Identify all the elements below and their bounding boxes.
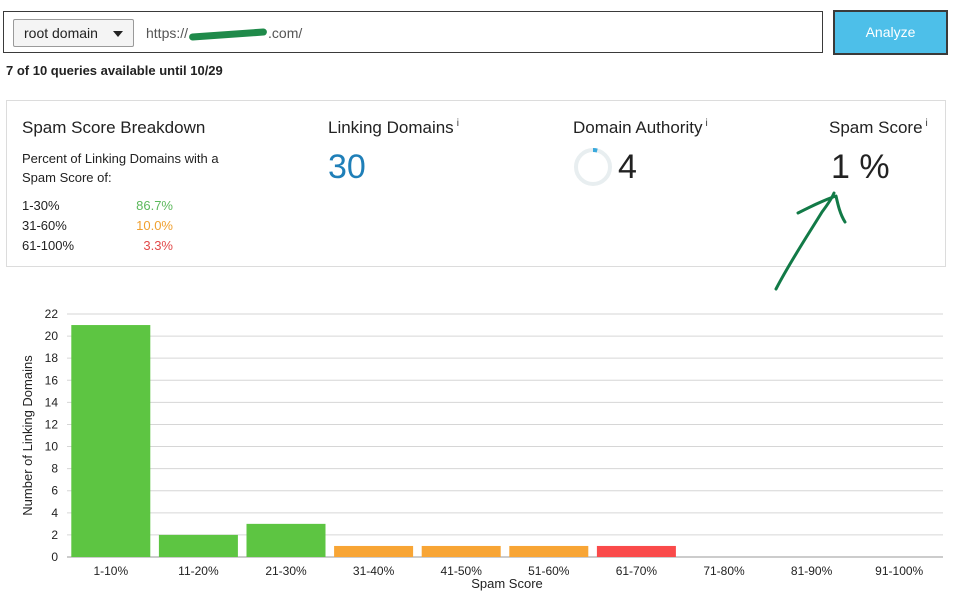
bar <box>421 545 501 557</box>
spam-score-value: 1 % <box>831 148 890 186</box>
breakdown-title: Spam Score Breakdown <box>22 118 206 137</box>
y-tick-label: 20 <box>45 329 59 343</box>
breakdown-row: 61-100% 3.3% <box>22 238 173 258</box>
y-tick-label: 22 <box>45 307 59 321</box>
bar <box>158 534 238 557</box>
linking-domains-title: Linking Domains i <box>328 118 459 138</box>
redaction-mark <box>188 28 268 41</box>
url-suffix: .com/ <box>268 25 303 41</box>
breakdown-percent: 10.0% <box>136 218 173 233</box>
breakdown-range: 1-30% <box>22 198 60 213</box>
bar <box>596 545 676 557</box>
info-icon[interactable]: i <box>925 118 928 130</box>
x-tick-label: 81-90% <box>791 564 833 578</box>
x-tick-label: 11-20% <box>178 564 219 578</box>
y-tick-label: 12 <box>45 417 59 431</box>
spam-score-label: Spam Score <box>829 118 923 137</box>
info-icon[interactable]: i <box>705 118 708 130</box>
y-tick-label: 14 <box>45 395 59 409</box>
y-tick-label: 8 <box>51 462 58 476</box>
breakdown-description: Percent of Linking Domains with a Spam S… <box>22 151 219 185</box>
x-tick-label: 51-60% <box>528 564 570 578</box>
y-tick-label: 10 <box>45 440 59 454</box>
breakdown-percent: 86.7% <box>136 198 173 213</box>
breakdown-row: 31-60% 10.0% <box>22 218 173 238</box>
bar <box>71 325 151 557</box>
url-input[interactable]: https:// .com/ <box>146 20 806 46</box>
bar <box>334 545 414 557</box>
bar <box>509 545 589 557</box>
scope-dropdown-label: root domain <box>24 25 98 41</box>
x-tick-label: 1-10% <box>93 564 128 578</box>
breakdown-percent: 3.3% <box>143 238 173 253</box>
domain-authority-value: 4 <box>618 148 637 186</box>
breakdown-range: 31-60% <box>22 218 67 233</box>
x-tick-label: 31-40% <box>353 564 395 578</box>
y-tick-label: 0 <box>51 550 58 564</box>
url-prefix: https:// <box>146 25 189 41</box>
scope-dropdown[interactable]: root domain <box>13 19 134 47</box>
x-tick-label: 21-30% <box>265 564 307 578</box>
y-tick-label: 18 <box>45 351 59 365</box>
metrics-panel: Spam Score Breakdown Percent of Linking … <box>6 100 946 267</box>
spam-score-histogram: 0 2 4 6 8 10 12 14 16 18 20 22 1-10% 11-20% 21-30% 31-4… <box>20 307 943 591</box>
x-tick-label: 41-50% <box>441 564 483 578</box>
spam-score-title: Spam Score i <box>829 118 928 138</box>
y-tick-label: 4 <box>51 506 58 520</box>
y-tick-label: 2 <box>51 528 58 542</box>
linking-domains-value: 30 <box>328 148 366 186</box>
x-tick-label: 91-100% <box>875 564 923 578</box>
analyze-button[interactable]: Analyze <box>833 10 948 55</box>
query-quota-text: 7 of 10 queries available until 10/29 <box>6 63 223 78</box>
search-bar: root domain https:// .com/ <box>3 11 823 53</box>
domain-authority-ring <box>574 148 612 186</box>
x-tick-label: 61-70% <box>616 564 658 578</box>
breakdown-range: 61-100% <box>22 238 75 253</box>
x-axis-title: Spam Score <box>471 576 543 591</box>
domain-authority-label: Domain Authority <box>573 118 703 137</box>
y-tick-label: 16 <box>45 373 59 387</box>
y-axis-title: Number of Linking Domains <box>20 355 35 516</box>
bar <box>246 523 326 557</box>
chevron-down-icon <box>113 31 123 37</box>
linking-domains-label: Linking Domains <box>328 118 454 137</box>
info-icon[interactable]: i <box>456 118 459 130</box>
y-tick-label: 6 <box>51 484 58 498</box>
x-tick-label: 71-80% <box>703 564 745 578</box>
domain-authority-title: Domain Authority i <box>573 118 708 138</box>
breakdown-row: 1-30% 86.7% <box>22 198 173 218</box>
